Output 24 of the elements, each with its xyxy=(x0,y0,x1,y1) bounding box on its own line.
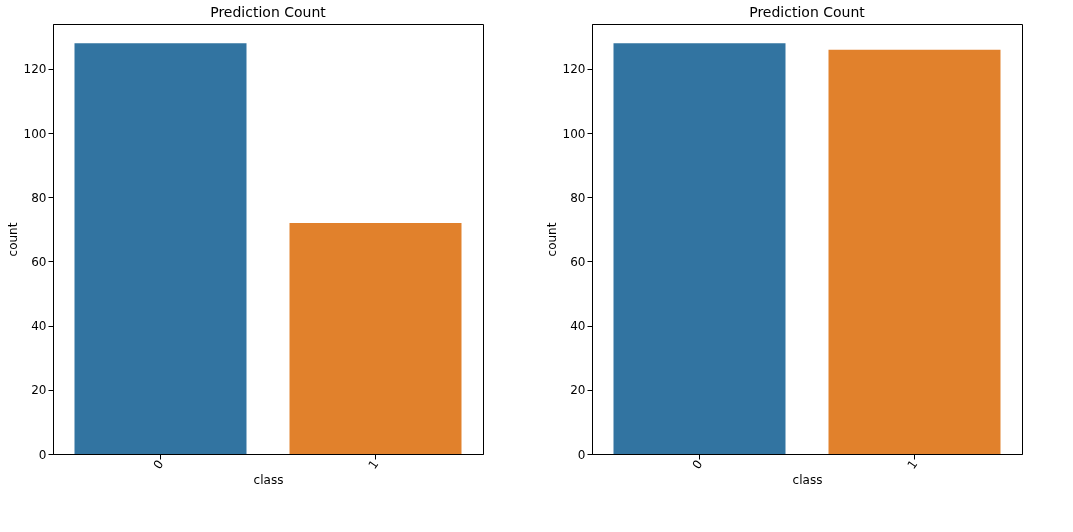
y-tick-label: 120 xyxy=(23,62,47,77)
chart-title: Prediction Count xyxy=(749,4,866,20)
x-tick-label: 1 xyxy=(365,457,382,472)
y-tick-label: 80 xyxy=(31,190,47,205)
y-tick-label: 20 xyxy=(570,383,586,398)
x-tick-label: 0 xyxy=(150,457,167,472)
x-axis-title: class xyxy=(792,473,823,488)
x-tick-label: 0 xyxy=(689,457,706,472)
y-tick-label: 40 xyxy=(570,319,586,334)
y-tick-label: 100 xyxy=(562,126,586,141)
y-tick-label: 100 xyxy=(23,126,47,141)
y-tick-label: 80 xyxy=(570,190,586,205)
x-axis-title: class xyxy=(253,473,284,488)
y-tick-label: 0 xyxy=(577,447,586,462)
y-tick-label: 60 xyxy=(570,254,586,269)
y-tick-label: 20 xyxy=(31,383,47,398)
y-tick-label: 0 xyxy=(38,447,47,462)
y-axis-title: count xyxy=(5,222,20,257)
x-tick-label: 1 xyxy=(904,457,921,472)
y-tick-label: 120 xyxy=(562,62,586,77)
y-axis-title: count xyxy=(544,222,559,257)
chart-title: Prediction Count xyxy=(210,4,327,20)
y-tick-label: 40 xyxy=(31,319,47,334)
y-tick-label: 60 xyxy=(31,254,47,269)
